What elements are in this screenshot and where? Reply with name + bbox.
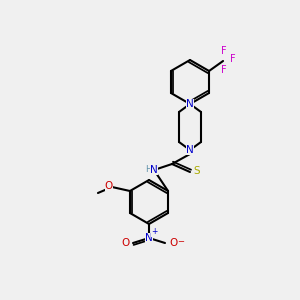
Text: F: F — [221, 46, 227, 56]
Text: N: N — [145, 233, 153, 243]
Text: O: O — [169, 238, 177, 248]
Text: F: F — [221, 65, 227, 75]
Text: H: H — [145, 164, 151, 173]
Text: O: O — [121, 238, 129, 248]
Text: −: − — [178, 238, 184, 247]
Text: O: O — [105, 181, 113, 191]
Text: N: N — [186, 145, 194, 155]
Text: N: N — [150, 165, 158, 175]
Text: S: S — [194, 166, 200, 176]
Text: N: N — [186, 99, 194, 109]
Text: F: F — [230, 54, 236, 64]
Text: +: + — [151, 227, 157, 236]
